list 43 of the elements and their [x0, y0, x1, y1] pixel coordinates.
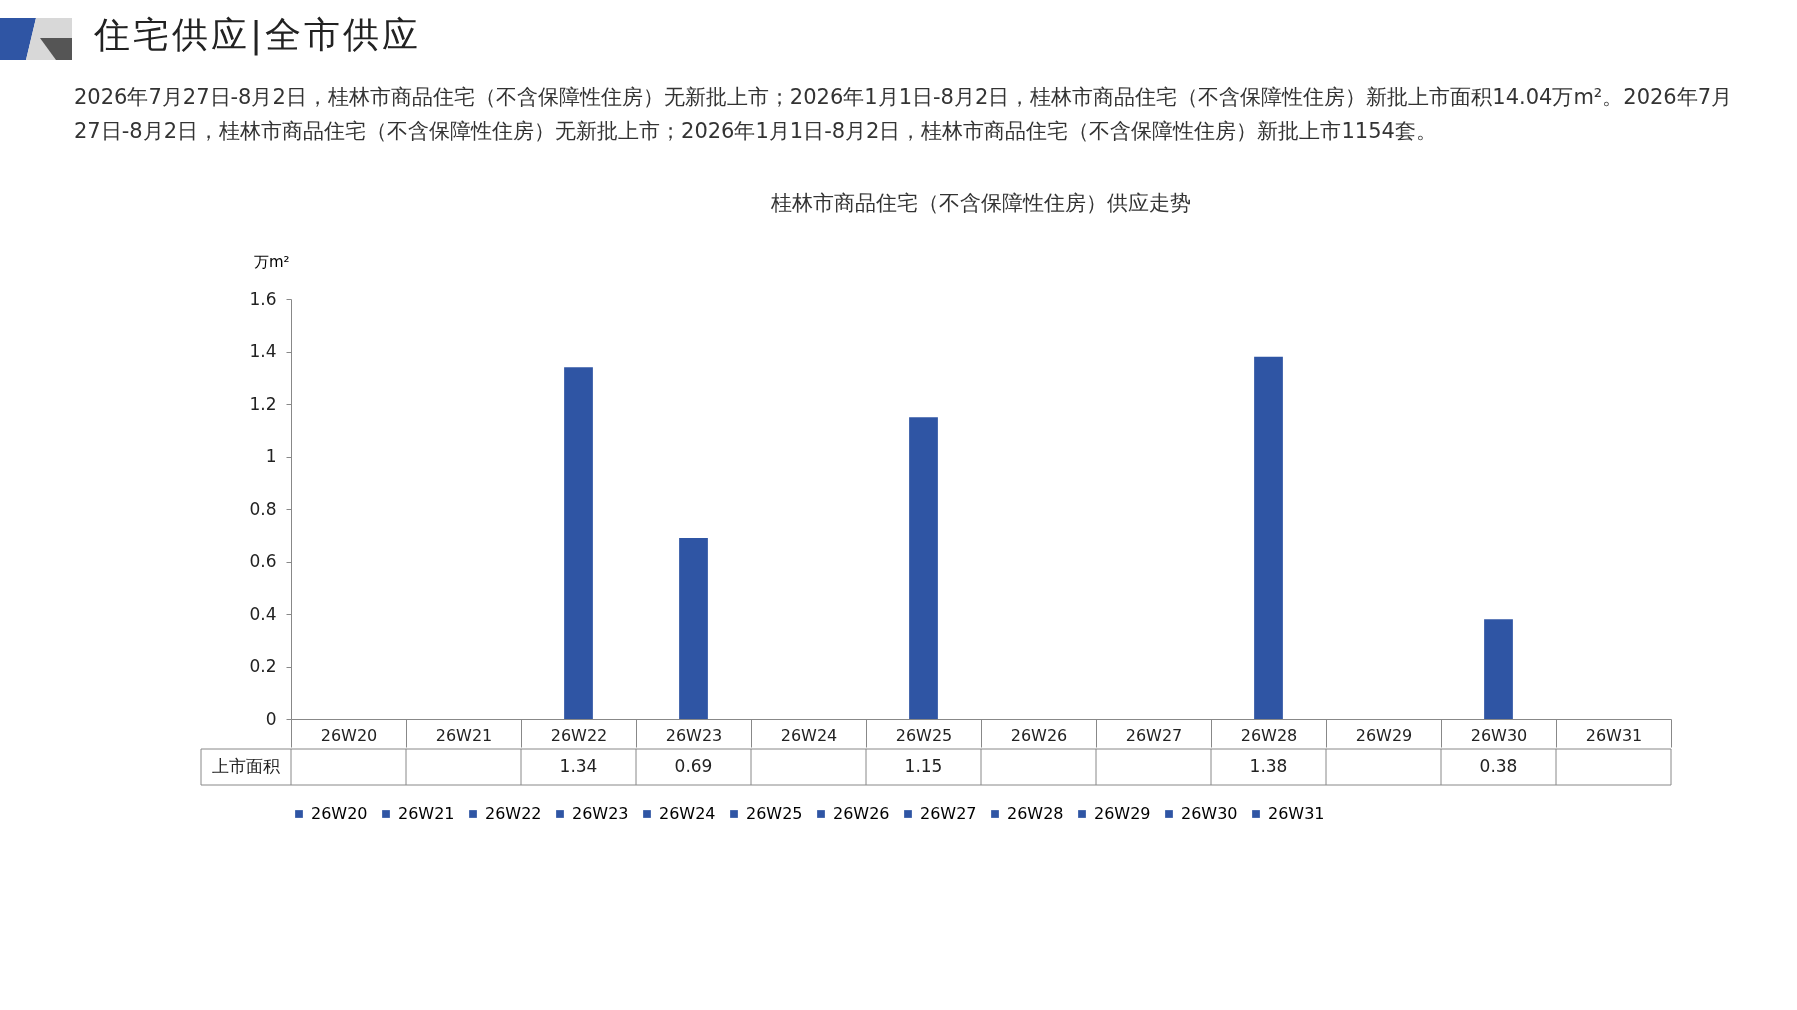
- data-label: 0.69: [674, 756, 713, 776]
- data-label: 0.38: [1479, 756, 1518, 776]
- y-tick-label: 0: [265, 708, 277, 729]
- legend-label: 26W24: [659, 804, 716, 823]
- x-tick-label: 26W22: [550, 725, 608, 745]
- y-tick-label: 0.4: [249, 603, 277, 624]
- legend-label: 26W29: [1094, 804, 1151, 823]
- legend-label: 26W27: [920, 804, 977, 823]
- text: 上市面积: [212, 756, 280, 776]
- y-tick-label: 1.4: [249, 341, 277, 361]
- x-tick-label: 26W25: [895, 725, 953, 745]
- chart-title: 桂林市商品住宅（不含保障性住房）供应走势: [770, 191, 1191, 215]
- y-tick-label: 1.6: [249, 288, 277, 309]
- y-axis-title: 万m²: [253, 252, 290, 271]
- y-tick-label: 0.6: [249, 551, 277, 571]
- x-tick-label: 26W21: [435, 725, 493, 745]
- legend-label: 26W22: [485, 804, 542, 823]
- x-tick-label: 26W20: [320, 725, 378, 745]
- legend-label: 26W31: [1268, 804, 1325, 823]
- y-tick-label: 1.2: [249, 393, 277, 414]
- y-tick-label: 1: [265, 446, 277, 466]
- x-tick-label: 26W31: [1585, 725, 1643, 745]
- x-tick-label: 26W27: [1125, 725, 1183, 745]
- legend-label: 26W21: [398, 804, 455, 823]
- text: 住宅供应|全市供应: [94, 12, 422, 58]
- text: 2026年7月27日-8月2日，桂林市商品住宅（不含保障性住房）无新批上市；2026年1月1日-8月2日，桂林市商品住宅（不含保障性住房）新批上市面积14.04万m²。2026年7月27日-8月2日，桂林市商品住宅（不含保障性住房）无新批上市；2026年1月1日-8月2日，桂林市商品住宅（不含保障性住房）新批上市1154套。: [74, 84, 1734, 145]
- x-tick-label: 26W26: [1010, 725, 1068, 745]
- x-tick-label: 26W28: [1240, 725, 1298, 745]
- x-tick-label: 26W30: [1470, 725, 1528, 745]
- x-tick-label: 26W29: [1355, 725, 1413, 745]
- x-tick-label: 26W24: [780, 725, 838, 745]
- legend-label: 26W26: [833, 804, 890, 823]
- y-tick-label: 0.8: [249, 498, 277, 519]
- data-label: 1.34: [559, 756, 598, 776]
- legend-label: 26W25: [746, 804, 803, 823]
- legend-label: 26W28: [1007, 804, 1064, 823]
- legend-label: 26W23: [572, 804, 629, 823]
- legend-label: 26W20: [311, 804, 368, 823]
- x-tick-label: 26W23: [665, 725, 723, 745]
- data-label: 1.38: [1249, 756, 1288, 776]
- data-label: 1.15: [904, 756, 943, 776]
- y-tick-label: 0.2: [249, 656, 277, 676]
- legend-label: 26W30: [1181, 804, 1238, 823]
